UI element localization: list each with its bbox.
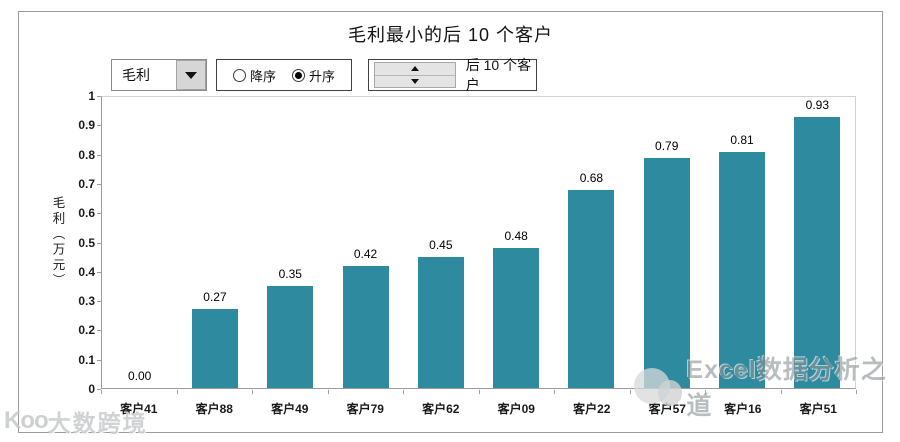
bar[interactable]	[493, 248, 540, 388]
y-tick-mark	[97, 183, 101, 185]
x-tick-mark	[478, 390, 480, 394]
y-tick-label: 0.3	[78, 294, 95, 309]
count-spinner[interactable]	[374, 62, 456, 88]
bar-slot: 0.48	[478, 97, 553, 388]
bar-value-label: 0.79	[655, 139, 679, 154]
x-tick-mark	[705, 390, 706, 394]
bars: 0.00 0.27 0.35 0.42 0.45 0.48 0.68 0.79 0.81 0.93	[102, 97, 855, 388]
x-axis-label: 客户49	[271, 402, 309, 416]
y-tick-mark	[97, 359, 101, 361]
radio-unselected-icon	[232, 68, 246, 82]
bar-slot: 0.35	[253, 97, 328, 388]
bar[interactable]	[191, 309, 238, 388]
bar-value-label: 0.42	[353, 246, 378, 261]
y-tick-label: 0.2	[78, 323, 95, 338]
x-axis-label: 客户51	[799, 402, 837, 416]
bar-value-label: 0.45	[429, 238, 453, 253]
bar-slot: 0.68	[554, 97, 629, 388]
sort-radio-1[interactable]: 升序	[292, 66, 335, 85]
sort-radio-label: 降序	[249, 68, 276, 84]
y-axis-labels: 0 0.1 0.2 0.3 0.4 0.5 0.6 0.7 0.8 0.9 1	[63, 89, 95, 396]
x-axis-label: 客户79	[346, 402, 384, 416]
x-axis-label: 客户09	[497, 402, 535, 416]
x-tick-mark	[176, 390, 178, 394]
x-tick-mark	[629, 390, 631, 394]
bar[interactable]	[417, 257, 464, 388]
dropdown-button[interactable]	[176, 60, 206, 90]
y-tick-label: 0.8	[78, 147, 95, 162]
y-tick-mark	[97, 330, 101, 332]
y-tick-mark	[97, 271, 101, 273]
y-tick-mark	[97, 154, 101, 156]
bar-value-label: 0.93	[805, 98, 829, 113]
y-axis-title-wrap: 毛利（万元）	[47, 96, 69, 389]
x-axis-label: 客户22	[573, 402, 611, 416]
bar[interactable]	[719, 152, 766, 388]
spinner-label: 后 10 个客户	[465, 57, 532, 93]
field-dropdown-value: 毛利	[122, 67, 150, 83]
bar[interactable]	[568, 190, 615, 388]
bar[interactable]	[643, 158, 690, 388]
y-tick-mark	[97, 389, 101, 390]
bar-slot: 0.27	[177, 97, 252, 388]
y-tick-mark	[97, 96, 101, 97]
arrow-down-icon	[410, 78, 419, 84]
radio-selected-icon	[292, 68, 305, 82]
y-tick-mark	[97, 242, 101, 244]
x-tick-mark	[856, 390, 857, 394]
bar-value-label: 0.35	[278, 267, 302, 282]
y-tick-label: 0.6	[78, 206, 95, 221]
x-axis-label: 客户16	[724, 402, 762, 416]
y-tick-mark	[97, 125, 101, 127]
bar-value-label: 0.68	[579, 171, 604, 186]
y-tick-mark	[97, 301, 101, 303]
bar-value-label: 0.81	[730, 133, 754, 148]
bar[interactable]	[794, 117, 841, 388]
x-tick-mark	[554, 390, 555, 394]
x-tick-mark	[403, 390, 404, 394]
bar-slot: 0.45	[403, 97, 478, 388]
bar-value-label: 0.48	[504, 229, 528, 244]
y-tick-mark	[97, 213, 101, 215]
chevron-down-icon	[185, 71, 197, 79]
spinner-up-button[interactable]	[375, 63, 455, 76]
y-tick-label: 1	[88, 89, 95, 103]
plot-area: 0.00 0.27 0.35 0.42 0.45 0.48 0.68 0.79 0.81 0.93	[101, 96, 856, 389]
arrow-up-icon	[410, 66, 419, 72]
y-tick-label: 0.7	[78, 176, 95, 191]
field-dropdown[interactable]: 毛利	[111, 59, 207, 91]
bar[interactable]	[267, 286, 314, 388]
sort-radio-label: 升序	[309, 68, 336, 84]
y-axis-title: 毛利（万元）	[50, 196, 65, 289]
bar-slot: 0.42	[328, 97, 403, 388]
y-tick-label: 0.1	[78, 352, 95, 367]
y-tick-label: 0	[88, 382, 95, 396]
sort-radio-group: 降序 升序	[216, 59, 352, 91]
spinner-down-button[interactable]	[375, 76, 455, 88]
x-tick-mark	[780, 390, 782, 394]
y-tick-label: 0.4	[78, 264, 95, 279]
bar[interactable]	[342, 265, 389, 388]
x-axis-label: 客户88	[195, 402, 233, 416]
bar-slot: 0.00	[102, 97, 177, 388]
bar-value-label: 0.27	[203, 290, 227, 305]
x-tick-mark	[101, 390, 102, 394]
x-tick-mark	[252, 390, 253, 394]
count-spinner-group: 后 10 个客户	[368, 57, 537, 93]
x-axis-label: 客户62	[422, 402, 460, 416]
x-axis-labels: 客户41 客户88 客户49 客户79 客户62 客户09 客户22 客户57 客户16 客户51	[101, 400, 856, 417]
bar-slot: 0.93	[780, 97, 855, 388]
chart-title: 毛利最小的后 10 个客户	[347, 25, 554, 45]
sort-radio-0[interactable]: 降序	[232, 66, 276, 85]
y-tick-label: 0.9	[78, 118, 95, 133]
bar-value-label: 0.00	[127, 369, 152, 383]
x-axis-label: 客户41	[120, 402, 158, 416]
bar-slot: 0.81	[704, 97, 779, 388]
x-tick-mark	[327, 390, 329, 394]
bar-slot: 0.79	[629, 97, 704, 388]
x-axis-label: 客户57	[648, 402, 686, 416]
y-tick-label: 0.5	[78, 235, 95, 250]
